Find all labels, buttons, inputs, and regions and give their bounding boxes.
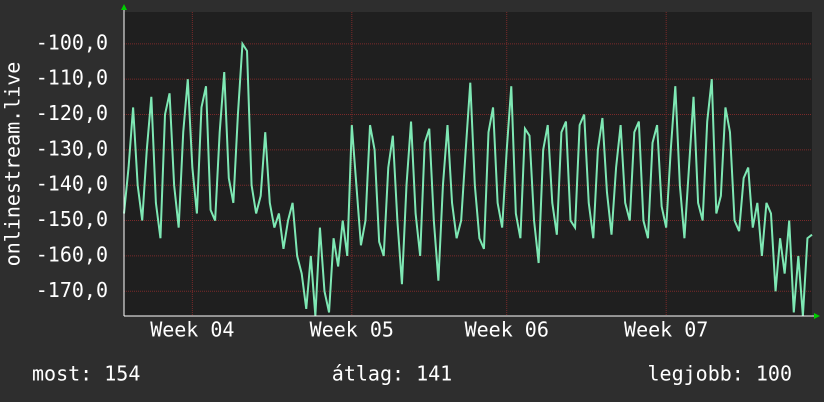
y-tick-label: -130,0 <box>36 136 108 160</box>
stat-average: átlag: 141 <box>332 362 452 386</box>
x-tick-label: Week 04 <box>150 318 234 342</box>
x-tick-label: Week 06 <box>465 318 549 342</box>
y-axis-label: onlinestream.live <box>1 62 25 267</box>
stat-current: most: 154 <box>32 362 140 386</box>
y-tick-label: -150,0 <box>36 207 108 231</box>
x-tick-label: Week 05 <box>310 318 394 342</box>
y-axis-arrow <box>121 4 127 10</box>
stat-best: legjobb: 100 <box>648 362 793 386</box>
series-line <box>123 40 813 317</box>
y-tick-label: -140,0 <box>36 172 108 196</box>
y-tick-label: -120,0 <box>36 101 108 125</box>
y-tick-label: -110,0 <box>36 66 108 90</box>
y-tick-label: -160,0 <box>36 242 108 266</box>
y-tick-label: -100,0 <box>36 30 108 54</box>
y-tick-label: -170,0 <box>36 278 108 302</box>
x-tick-label: Week 07 <box>624 318 708 342</box>
x-axis-arrow <box>814 313 820 319</box>
